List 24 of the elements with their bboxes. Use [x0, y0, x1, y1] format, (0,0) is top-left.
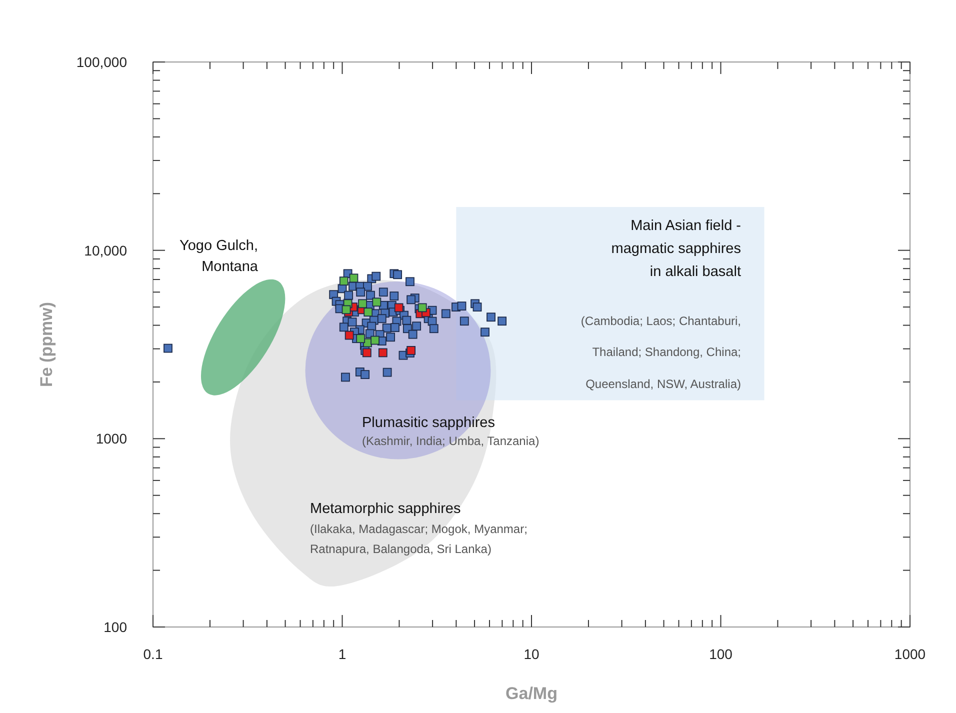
annotation: Yogo Gulch, — [180, 238, 258, 254]
x-axis-title: Ga/Mg — [506, 684, 558, 703]
y-axis-title: Fe (ppmw) — [37, 302, 56, 387]
annotation: Metamorphic sapphires — [310, 501, 461, 517]
annotation: Queensland, NSW, Australia) — [586, 377, 741, 391]
annotation: (Kashmir, India; Umba, Tanzania) — [362, 434, 540, 448]
annotation: Plumasitic sapphires — [362, 415, 495, 431]
y-tick-label: 1000 — [96, 430, 128, 447]
annotation: Thailand; Shandong, China; — [592, 345, 741, 359]
annotation: (Ilakaka, Madagascar; Mogok, Myanmar; — [310, 522, 528, 536]
x-tick-label: 1000 — [894, 646, 926, 662]
annotation: in alkali basalt — [650, 264, 741, 280]
y-tick-label: 100,000 — [76, 54, 128, 70]
x-tick-label: 0.1 — [143, 646, 163, 662]
x-tick-label: 10 — [524, 646, 540, 662]
x-tick-label: 1 — [338, 646, 346, 662]
x-tick-label: 100 — [709, 646, 733, 662]
annotation: Montana — [202, 259, 259, 275]
annotation: (Cambodia; Laos; Chantaburi, — [580, 314, 741, 328]
y-tick-label: 10,000 — [84, 242, 128, 258]
annotation: Main Asian field - — [630, 218, 742, 234]
annotation: Ratnapura, Balangoda, Sri Lanka) — [310, 542, 492, 556]
annotation: magmatic sapphires — [611, 241, 741, 257]
y-tick-label: 100 — [104, 619, 128, 635]
